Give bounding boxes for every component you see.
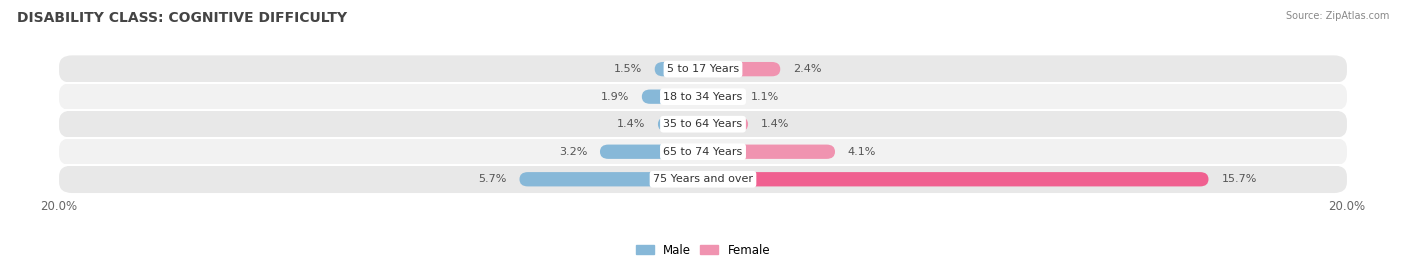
Text: DISABILITY CLASS: COGNITIVE DIFFICULTY: DISABILITY CLASS: COGNITIVE DIFFICULTY: [17, 11, 347, 25]
FancyBboxPatch shape: [59, 138, 1347, 166]
Text: 3.2%: 3.2%: [558, 147, 588, 157]
FancyBboxPatch shape: [655, 62, 703, 76]
Text: 5.7%: 5.7%: [478, 174, 506, 184]
Text: 4.1%: 4.1%: [848, 147, 876, 157]
FancyBboxPatch shape: [703, 144, 835, 159]
Text: 5 to 17 Years: 5 to 17 Years: [666, 64, 740, 74]
FancyBboxPatch shape: [641, 90, 703, 104]
FancyBboxPatch shape: [59, 110, 1347, 138]
Text: 1.4%: 1.4%: [617, 119, 645, 129]
Text: 1.5%: 1.5%: [613, 64, 641, 74]
Text: 35 to 64 Years: 35 to 64 Years: [664, 119, 742, 129]
Text: 65 to 74 Years: 65 to 74 Years: [664, 147, 742, 157]
FancyBboxPatch shape: [703, 90, 738, 104]
FancyBboxPatch shape: [703, 117, 748, 131]
FancyBboxPatch shape: [703, 62, 780, 76]
FancyBboxPatch shape: [519, 172, 703, 186]
FancyBboxPatch shape: [59, 166, 1347, 193]
Text: 1.4%: 1.4%: [761, 119, 789, 129]
Text: 15.7%: 15.7%: [1222, 174, 1257, 184]
Legend: Male, Female: Male, Female: [631, 239, 775, 262]
Text: Source: ZipAtlas.com: Source: ZipAtlas.com: [1285, 11, 1389, 21]
Text: 75 Years and over: 75 Years and over: [652, 174, 754, 184]
FancyBboxPatch shape: [59, 55, 1347, 83]
FancyBboxPatch shape: [703, 172, 1209, 186]
FancyBboxPatch shape: [658, 117, 703, 131]
Text: 18 to 34 Years: 18 to 34 Years: [664, 92, 742, 102]
Text: 1.9%: 1.9%: [600, 92, 628, 102]
FancyBboxPatch shape: [600, 144, 703, 159]
Text: 1.1%: 1.1%: [751, 92, 779, 102]
FancyBboxPatch shape: [59, 83, 1347, 110]
Text: 2.4%: 2.4%: [793, 64, 821, 74]
